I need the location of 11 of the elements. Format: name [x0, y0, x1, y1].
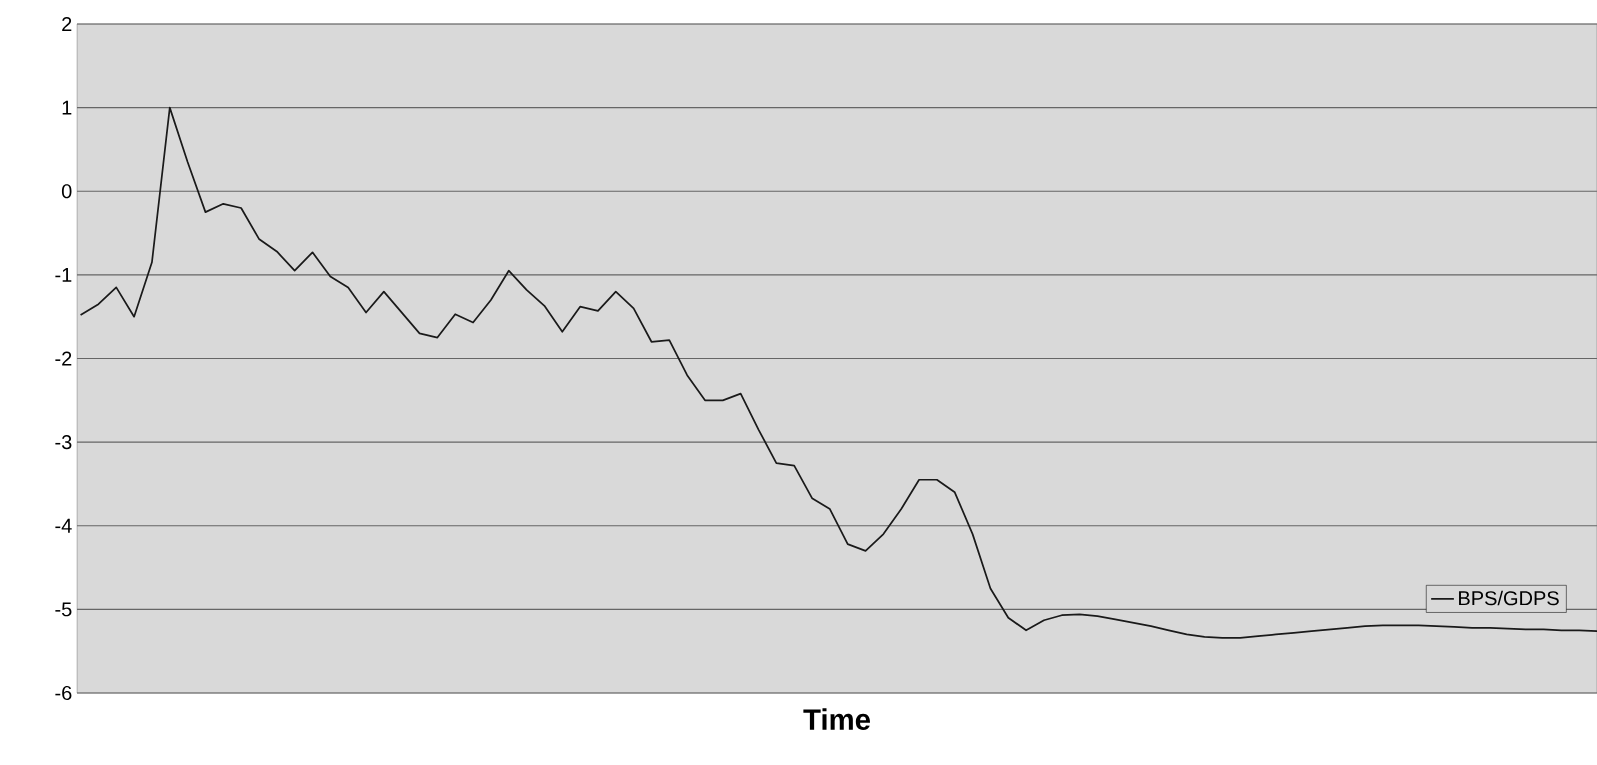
y-tick-label: -3 — [55, 435, 72, 450]
y-tick-label: 1 — [62, 100, 72, 115]
legend-label: BPS/GDPS — [1459, 590, 1559, 606]
y-tick-label: -2 — [55, 351, 72, 366]
y-tick-label: -6 — [55, 685, 72, 701]
y-tick-label: 0 — [61, 184, 72, 199]
y-tick-label: 2 — [62, 17, 72, 31]
y-tick-label: -1 — [55, 268, 72, 282]
x-axis-title: Time — [803, 708, 870, 730]
y-tick-label: -4 — [55, 518, 72, 533]
y-tick-label: -5 — [55, 602, 72, 617]
